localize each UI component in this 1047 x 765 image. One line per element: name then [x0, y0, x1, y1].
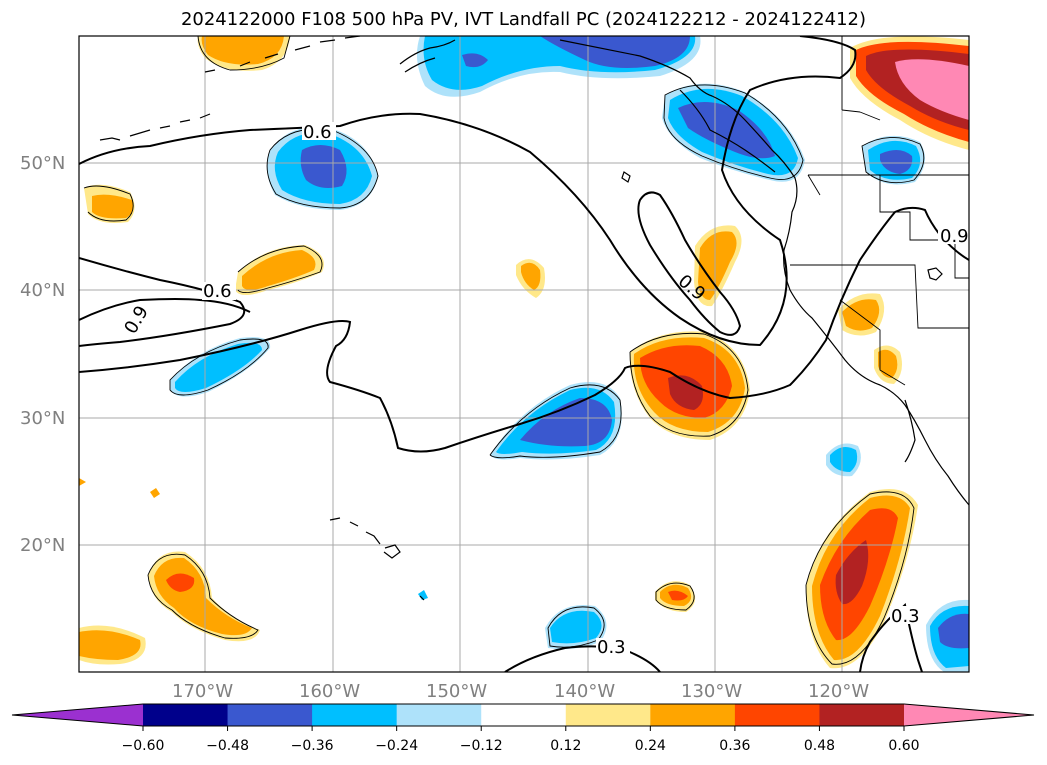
- fill-region: [79, 478, 86, 486]
- fill-region: [516, 259, 545, 298]
- latitude-labels: 50°N 40°N 30°N 20°N: [20, 153, 65, 556]
- fill-region: [874, 345, 902, 384]
- colorbar-tick-label: −0.36: [291, 738, 334, 754]
- colorbar-tick-label: 0.24: [635, 738, 666, 754]
- colorbar-tick-label: −0.60: [122, 738, 165, 754]
- political-borders: [790, 36, 969, 386]
- lat-label: 50°N: [20, 153, 65, 174]
- contour-label: 0.6: [303, 122, 332, 143]
- fill-region: [490, 381, 622, 460]
- pc-contours: [79, 36, 969, 672]
- lon-label: 150°W: [426, 681, 487, 702]
- colorbar-segment: [565, 704, 651, 726]
- contour-label: 0.6: [203, 281, 232, 302]
- colorbar-segment: [312, 704, 398, 726]
- contour-label: 0.9: [120, 302, 153, 337]
- colorbar-segment: [819, 704, 905, 726]
- lon-label: 160°W: [299, 681, 360, 702]
- fill-region: [838, 293, 885, 336]
- longitude-labels: 170°W 160°W 150°W 140°W 130°W 120°W: [172, 681, 869, 702]
- map-frame: [78, 35, 970, 673]
- fill-region: [862, 135, 925, 185]
- colorbar-tick-label: −0.24: [375, 738, 418, 754]
- fill-region: [197, 36, 290, 71]
- lat-label: 40°N: [20, 280, 65, 301]
- colorbar-segment: [143, 704, 229, 726]
- colorbar-tick-label: 0.36: [719, 738, 750, 754]
- colorbar-tick-label: 0.48: [804, 738, 835, 754]
- fill-region: [266, 126, 378, 210]
- colorbar-tick-label: −0.48: [206, 738, 249, 754]
- contour-label: 0.3: [891, 606, 920, 627]
- fill-region: [150, 488, 160, 498]
- fill-region: [148, 551, 260, 642]
- colorbar-tick-label: −0.12: [460, 738, 503, 754]
- colorbar-segment: [396, 704, 482, 726]
- colorbar-extend-low: [12, 704, 143, 726]
- fill-region: [694, 225, 742, 307]
- colorbar-segment: [227, 704, 313, 726]
- fill-region: [850, 36, 969, 150]
- pv-anomaly-fills: [79, 36, 969, 672]
- coastlines: [99, 36, 969, 601]
- fill-region: [416, 36, 701, 97]
- pc-contours-thin: [83, 36, 925, 665]
- colorbar-tick-label: 0.12: [550, 738, 581, 754]
- fill-region: [235, 245, 324, 295]
- colorbar-segment: [734, 704, 820, 726]
- fill-region: [545, 604, 607, 650]
- contour-label: 0.9: [940, 226, 969, 247]
- fill-region: [926, 599, 969, 672]
- lon-label: 130°W: [681, 681, 742, 702]
- lat-label: 20°N: [20, 535, 65, 556]
- fill-region: [84, 184, 135, 223]
- lon-label: 140°W: [554, 681, 615, 702]
- fill-region: [655, 581, 696, 612]
- colorbar-segment: [650, 704, 736, 726]
- fill-region: [418, 590, 428, 600]
- fill-region: [662, 83, 805, 182]
- lon-label: 170°W: [172, 681, 233, 702]
- map-title: 2024122000 F108 500 hPa PV, IVT Landfall…: [180, 9, 867, 30]
- fill-region: [805, 488, 918, 669]
- colorbar-extend-high: [904, 704, 1034, 726]
- contour-label: 0.3: [597, 637, 626, 658]
- colorbar-segment: [481, 704, 567, 726]
- fill-region: [170, 337, 271, 397]
- lon-label: 120°W: [808, 681, 869, 702]
- fill-region: [826, 443, 861, 477]
- fill-region: [79, 625, 146, 665]
- colorbar: −0.60 −0.48 −0.36 −0.24 −0.12 0.12 0.24 0.36 0.4…: [11, 703, 1035, 754]
- contour-labels: 0.6 0.6 0.9 0.9 0.9 0.3 0.3: [120, 122, 969, 658]
- colorbar-tick-label: 0.60: [888, 738, 919, 754]
- lat-label: 30°N: [20, 408, 65, 429]
